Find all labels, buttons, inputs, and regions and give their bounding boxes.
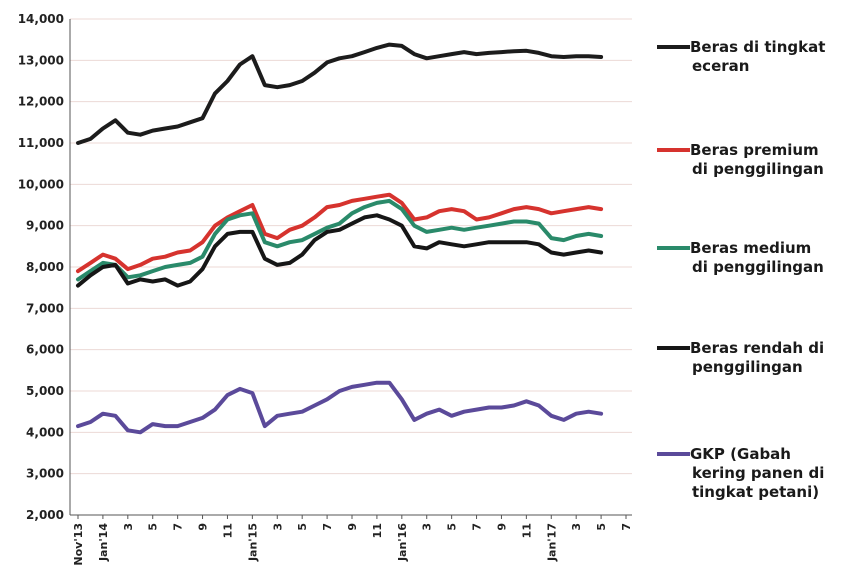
- x-tick-label: 5: [296, 523, 309, 531]
- x-tick-label: 3: [122, 523, 135, 531]
- legend-label: di penggilingan: [692, 258, 824, 276]
- legend-label: Beras di tingkat: [690, 38, 825, 56]
- y-tick-label: 11,000: [18, 136, 64, 150]
- series-lines: [76, 42, 604, 435]
- series-line-1: [76, 42, 604, 145]
- legend-label: tingkat petani): [692, 483, 819, 501]
- series-line-2: [76, 192, 604, 274]
- axes: 2,000 3,000 4,000 5,000 6,000 7,000 8,000 9,000…: [18, 12, 633, 566]
- x-tick-label: 7: [471, 523, 484, 531]
- y-tick-label: 4,000: [26, 425, 64, 439]
- x-tick-label: 5: [595, 523, 608, 531]
- legend-label: penggilingan: [692, 358, 803, 376]
- x-tick-label: 7: [620, 523, 633, 531]
- x-tick-label: 7: [172, 523, 185, 531]
- x-tick-label: Jan'15: [246, 523, 259, 562]
- x-tick-label: 7: [321, 523, 334, 531]
- legend-label: Beras premium: [690, 141, 819, 159]
- y-tick-label: 14,000: [18, 12, 64, 26]
- series-line-3: [76, 198, 604, 282]
- x-tick-label: 9: [495, 523, 508, 531]
- x-tick-label: 9: [197, 523, 210, 531]
- x-tick-label: 11: [371, 523, 384, 538]
- x-tick-label: 11: [520, 523, 533, 538]
- x-tick-label: 11: [221, 523, 234, 538]
- y-tick-label: 7,000: [26, 301, 64, 315]
- legend-label: eceran: [692, 57, 749, 75]
- y-tick-label: 10,000: [18, 177, 64, 191]
- legend-label: kering panen di: [692, 464, 824, 482]
- x-tick-label: Nov'13: [72, 523, 85, 566]
- y-tick-label: 6,000: [26, 343, 64, 357]
- x-tick-label: Jan'14: [97, 523, 110, 562]
- x-tick-label: Jan'16: [396, 523, 409, 562]
- series-line-5: [76, 380, 604, 435]
- gridlines: [70, 18, 632, 516]
- x-tick-label: 3: [570, 523, 583, 531]
- y-tick-label: 12,000: [18, 95, 64, 109]
- series-line-4: [76, 213, 604, 288]
- y-tick-label: 3,000: [26, 467, 64, 481]
- legend-label: Beras medium: [690, 239, 811, 257]
- x-tick-label: 5: [446, 523, 459, 531]
- y-tick-label: 13,000: [18, 53, 64, 67]
- y-tick-label: 5,000: [26, 384, 64, 398]
- legend-label: di penggilingan: [692, 160, 824, 178]
- legend-label: Beras rendah di: [690, 339, 824, 357]
- x-tick-label: 5: [147, 523, 160, 531]
- x-tick-label: Jan'17: [545, 523, 558, 562]
- legend-label: GKP (Gabah: [690, 445, 791, 463]
- y-tick-label: 2,000: [26, 508, 64, 522]
- x-tick-label: 3: [271, 523, 284, 531]
- y-tick-label: 8,000: [26, 260, 64, 274]
- x-tick-label: 9: [346, 523, 359, 531]
- y-tick-label: 9,000: [26, 219, 64, 233]
- x-tick-label: 3: [421, 523, 434, 531]
